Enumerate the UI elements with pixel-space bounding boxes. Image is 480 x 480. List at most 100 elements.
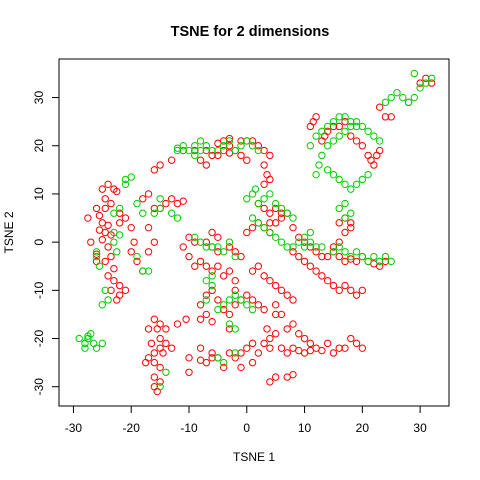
data-point bbox=[277, 238, 286, 246]
data-point bbox=[208, 228, 216, 237]
data-point bbox=[352, 117, 361, 126]
data-point bbox=[254, 142, 263, 150]
data-point bbox=[358, 344, 367, 352]
data-point bbox=[422, 79, 430, 87]
data-point bbox=[277, 204, 286, 213]
data-point bbox=[375, 103, 384, 111]
data-point bbox=[347, 209, 355, 217]
data-point bbox=[225, 238, 234, 246]
data-point bbox=[266, 175, 274, 184]
data-point bbox=[243, 195, 251, 203]
data-point bbox=[323, 252, 332, 261]
data-point bbox=[219, 305, 228, 314]
data-point bbox=[95, 262, 104, 270]
data-point bbox=[352, 180, 361, 189]
data-point bbox=[225, 142, 234, 150]
data-point bbox=[271, 281, 280, 290]
data-point bbox=[263, 325, 271, 333]
data-point bbox=[110, 228, 118, 237]
data-point bbox=[263, 170, 271, 179]
data-point bbox=[95, 211, 104, 220]
data-point bbox=[214, 151, 222, 160]
data-point bbox=[248, 137, 257, 145]
data-point bbox=[323, 276, 332, 285]
data-point bbox=[92, 250, 101, 258]
data-point bbox=[104, 272, 112, 280]
data-point bbox=[358, 252, 367, 261]
data-point bbox=[260, 305, 268, 314]
data-point bbox=[341, 248, 349, 256]
data-point bbox=[375, 146, 384, 155]
data-point bbox=[410, 93, 419, 102]
x-tick-label: -10 bbox=[180, 421, 198, 435]
data-point bbox=[318, 272, 326, 280]
data-points bbox=[75, 69, 436, 396]
data-point bbox=[208, 317, 216, 326]
data-point bbox=[295, 252, 303, 261]
data-point bbox=[271, 233, 280, 242]
data-point bbox=[387, 257, 395, 266]
data-point bbox=[254, 349, 263, 357]
data-point bbox=[300, 243, 309, 251]
data-point bbox=[323, 127, 332, 135]
data-point bbox=[347, 252, 355, 261]
data-point bbox=[101, 195, 109, 203]
data-point bbox=[139, 267, 147, 275]
data-point bbox=[352, 122, 361, 131]
data-point bbox=[318, 127, 326, 135]
data-point bbox=[364, 127, 372, 135]
data-point bbox=[329, 122, 338, 131]
data-point bbox=[347, 132, 355, 140]
plot-frame bbox=[58, 58, 450, 407]
data-point bbox=[225, 325, 234, 333]
data-point bbox=[202, 296, 211, 304]
data-point bbox=[167, 156, 176, 164]
data-point bbox=[266, 228, 274, 237]
data-point bbox=[352, 291, 361, 299]
data-point bbox=[156, 334, 164, 343]
data-point bbox=[133, 252, 141, 261]
data-point bbox=[214, 354, 222, 362]
data-point bbox=[277, 344, 286, 352]
data-point bbox=[248, 190, 257, 198]
data-point bbox=[156, 378, 164, 386]
data-point bbox=[214, 146, 222, 155]
data-point bbox=[162, 339, 170, 348]
data-point bbox=[373, 151, 381, 160]
data-point bbox=[110, 209, 118, 217]
data-point bbox=[219, 363, 228, 372]
data-point bbox=[139, 195, 147, 203]
data-point bbox=[404, 98, 413, 107]
data-point bbox=[150, 358, 159, 367]
data-point bbox=[214, 296, 222, 304]
data-point bbox=[306, 238, 315, 246]
data-point bbox=[387, 113, 395, 121]
data-point bbox=[277, 214, 286, 222]
data-point bbox=[260, 339, 268, 348]
data-point bbox=[254, 262, 263, 270]
data-point bbox=[335, 243, 343, 251]
data-point bbox=[323, 142, 332, 150]
data-point bbox=[133, 257, 141, 266]
data-point bbox=[231, 252, 239, 261]
data-point bbox=[260, 223, 268, 232]
y-tick-label: 0 bbox=[32, 238, 46, 245]
data-point bbox=[156, 363, 164, 372]
data-point bbox=[115, 281, 124, 290]
data-point bbox=[156, 161, 164, 169]
y-tick-label: 10 bbox=[32, 187, 46, 201]
data-point bbox=[237, 252, 245, 261]
data-point bbox=[312, 243, 320, 251]
data-point bbox=[312, 170, 320, 179]
data-point bbox=[196, 344, 205, 352]
data-point bbox=[271, 219, 280, 227]
x-tick-label: -20 bbox=[123, 421, 141, 435]
data-point bbox=[387, 93, 395, 102]
data-point bbox=[208, 146, 216, 155]
data-point bbox=[341, 344, 349, 352]
data-point bbox=[144, 325, 153, 333]
data-point bbox=[243, 344, 251, 352]
data-point bbox=[260, 272, 268, 280]
data-point bbox=[243, 291, 251, 299]
data-point bbox=[156, 383, 164, 391]
